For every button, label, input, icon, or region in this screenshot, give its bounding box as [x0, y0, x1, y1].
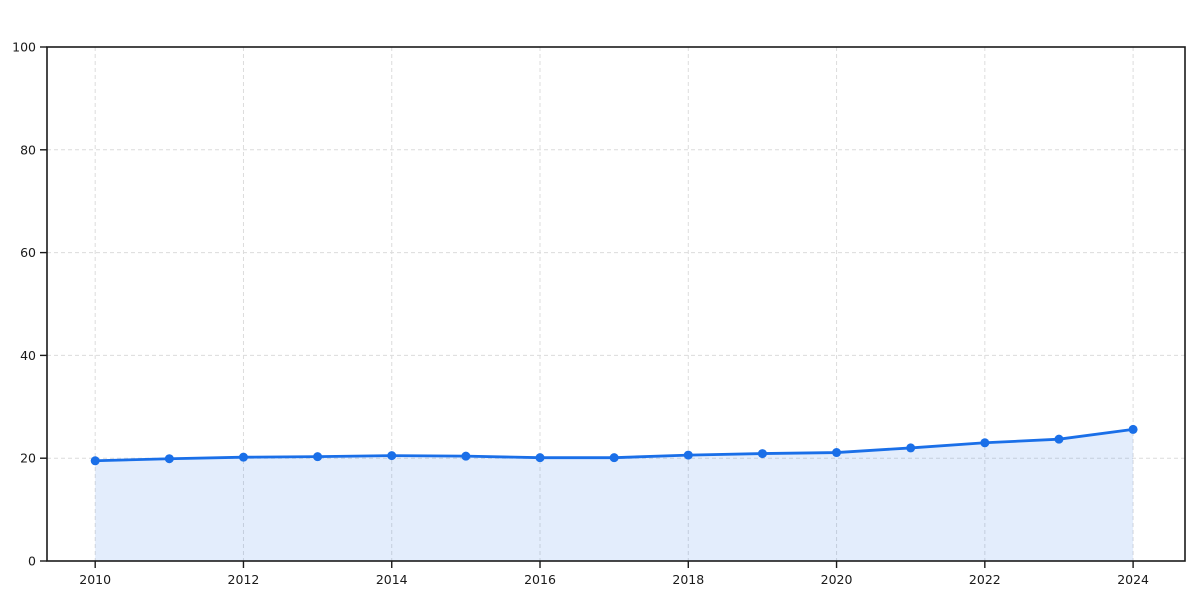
data-point [535, 453, 545, 463]
x-tick-label: 2022 [969, 572, 1001, 587]
data-point [683, 450, 693, 460]
y-tick-label: 0 [28, 554, 36, 569]
x-tick-label: 2018 [672, 572, 704, 587]
data-point [757, 449, 767, 459]
data-point [1128, 424, 1138, 434]
y-tick-label: 60 [20, 245, 36, 260]
x-tick-label: 2012 [228, 572, 260, 587]
axes-spines [46, 46, 1186, 562]
x-tick-label: 2024 [1117, 572, 1149, 587]
y-tick-label: 80 [20, 142, 36, 157]
x-tick-label: 2016 [524, 572, 556, 587]
data-point [238, 452, 248, 462]
data-point [164, 454, 174, 464]
y-tick-label: 40 [20, 348, 36, 363]
data-point [609, 453, 619, 463]
area-fill [95, 429, 1134, 561]
data-point [461, 451, 471, 461]
data-point [90, 456, 100, 466]
x-tick-label: 2010 [79, 572, 111, 587]
data-point [832, 448, 842, 458]
data-point [1054, 434, 1064, 444]
y-tick-label: 20 [20, 451, 36, 466]
data-point [313, 452, 323, 462]
x-tick-label: 2020 [821, 572, 853, 587]
data-point [387, 451, 397, 461]
y-tick-label: 100 [12, 40, 36, 55]
data-point [980, 438, 990, 448]
data-point [906, 443, 916, 453]
x-tick-label: 2014 [376, 572, 408, 587]
